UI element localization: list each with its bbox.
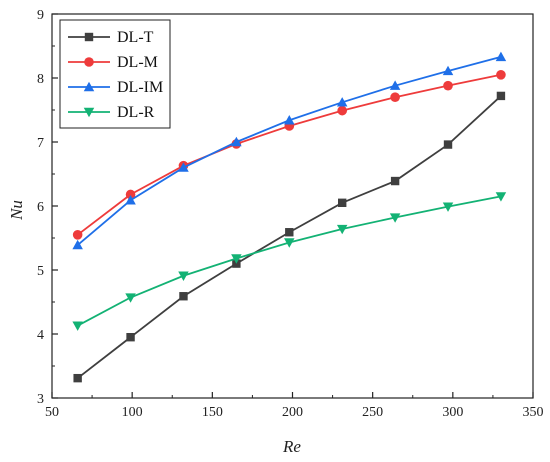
y-axis-label: Nu xyxy=(7,200,26,221)
legend-label-dl-t: DL-T xyxy=(117,29,154,46)
data-point-dl-m xyxy=(390,92,400,102)
x-tick-label: 200 xyxy=(282,405,303,420)
data-point-dl-m xyxy=(72,230,83,240)
legend-marker-dl-m xyxy=(84,57,94,67)
data-point-dl-t xyxy=(285,228,294,237)
data-point-dl-r xyxy=(231,254,242,264)
data-point-dl-t xyxy=(496,91,506,101)
data-point-dl-t xyxy=(443,140,453,149)
data-point-dl-im xyxy=(336,97,348,107)
data-point-dl-r xyxy=(389,213,401,223)
data-point-dl-m xyxy=(496,70,506,80)
legend-label-dl-im: DL-IM xyxy=(117,79,163,96)
axes-layer: 50 100 150 200 250 300 350 3 4 5 6 7 8 9 xyxy=(37,8,544,420)
x-axis-label: Re xyxy=(282,437,301,456)
series-line-dl-t xyxy=(77,95,502,379)
legend-marker-dl-im xyxy=(83,81,95,92)
series-line-dl-r xyxy=(77,195,502,327)
x-tick-label: 50 xyxy=(45,405,59,420)
series-layer xyxy=(72,51,507,383)
y-tick-label: 5 xyxy=(37,264,44,279)
data-point-dl-t xyxy=(73,373,82,383)
x-tick-label: 350 xyxy=(523,405,544,420)
y-tick-label: 4 xyxy=(37,328,44,343)
legend: DL-T DL-M DL-IM DL-R xyxy=(59,19,171,129)
data-point-dl-r xyxy=(178,271,189,282)
data-point-dl-r xyxy=(125,293,136,303)
y-tick-label: 6 xyxy=(37,200,44,215)
legend-marker-dl-r xyxy=(83,107,95,118)
data-point-dl-im xyxy=(495,51,507,62)
x-tick-label: 300 xyxy=(442,405,463,420)
data-point-dl-im xyxy=(72,239,83,250)
legend-label-dl-r: DL-R xyxy=(117,104,155,121)
data-point-dl-r xyxy=(442,202,454,212)
y-tick-label: 7 xyxy=(37,136,44,151)
legend-marker-dl-t xyxy=(84,32,94,42)
data-point-dl-im xyxy=(389,80,401,90)
data-point-dl-m xyxy=(443,80,453,91)
data-point-dl-im xyxy=(284,114,295,125)
data-point-dl-im xyxy=(442,65,454,76)
y-tick-label: 3 xyxy=(37,392,44,407)
data-point-dl-t xyxy=(338,198,347,207)
data-point-dl-r xyxy=(495,192,507,202)
data-point-dl-t xyxy=(390,176,400,186)
legend-box xyxy=(59,19,171,129)
y-tick-label: 8 xyxy=(37,72,44,87)
data-point-dl-r xyxy=(284,238,295,248)
data-point-dl-im xyxy=(178,162,189,172)
data-point-dl-m xyxy=(125,189,136,200)
x-tick-label: 100 xyxy=(122,405,143,420)
data-point-dl-r xyxy=(72,321,83,331)
y-tick-label: 9 xyxy=(37,8,44,23)
data-point-dl-t xyxy=(126,333,135,342)
data-point-dl-im xyxy=(125,194,136,205)
x-tick-label: 150 xyxy=(202,405,223,420)
legend-label-dl-m: DL-M xyxy=(117,54,158,71)
x-tick-label: 250 xyxy=(362,405,383,420)
data-point-dl-r xyxy=(336,224,348,235)
data-point-dl-im xyxy=(231,136,242,147)
data-point-dl-t xyxy=(179,292,188,301)
data-point-dl-m xyxy=(337,105,348,116)
